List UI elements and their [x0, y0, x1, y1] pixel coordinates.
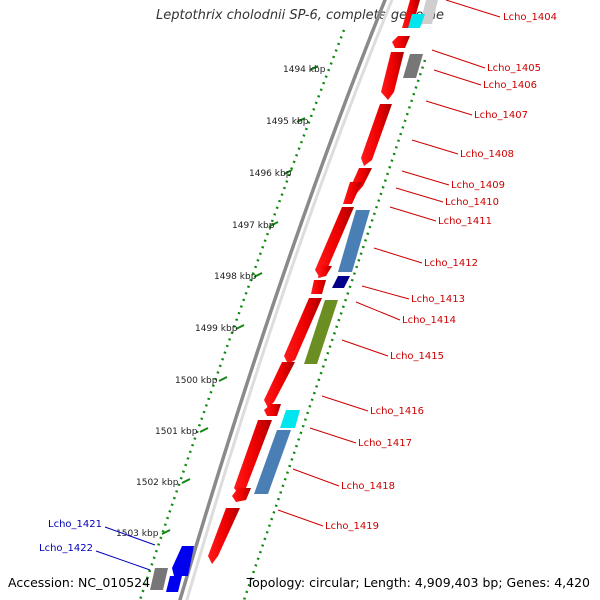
gene-gray-1421	[150, 568, 168, 590]
gene-label-leader	[431, 49, 486, 69]
gene-label-leader	[445, 0, 501, 18]
gene-gray-1406	[403, 54, 423, 78]
gene-label[interactable]: Lcho_1407	[474, 110, 528, 121]
gene-steelblue-1418	[254, 430, 291, 494]
kbp-tick-mark	[199, 427, 209, 433]
gene-lcho-1406	[381, 52, 404, 100]
kbp-tick-label: 1499 kbp	[195, 324, 238, 334]
gene-lcho-1419	[208, 508, 240, 564]
kbp-tick-label: 1495 kbp	[266, 117, 309, 127]
kbp-tick-mark	[283, 169, 293, 175]
gene-lcho-1404	[402, 0, 420, 28]
gene-olive-1415	[304, 300, 338, 364]
kbp-tick-mark	[218, 376, 228, 382]
gene-label-leader	[321, 395, 369, 412]
kbp-tick-mark	[269, 221, 279, 227]
gene-label[interactable]: Lcho_1412	[424, 258, 478, 269]
gene-label[interactable]: Lcho_1419	[325, 521, 379, 532]
gene-label-leaders	[95, 0, 501, 571]
gene-gray-top	[420, 0, 438, 24]
gene-label[interactable]: Lcho_1416	[370, 406, 424, 417]
genome-backbone-outer	[178, 0, 387, 600]
gene-label-leader	[361, 285, 410, 300]
gene-label[interactable]: Lcho_1422	[39, 543, 93, 554]
gene-label[interactable]: Lcho_1417	[358, 438, 412, 449]
kbp-tick-label: 1503 kbp	[116, 529, 159, 539]
reverse-strand-genes	[254, 0, 438, 494]
gene-lcho-1411	[318, 266, 332, 278]
gene-lcho-1418	[232, 488, 251, 502]
gene-lcho-1414	[284, 298, 322, 364]
gene-label[interactable]: Lcho_1410	[445, 197, 499, 208]
gene-labels: Lcho_1404 Lcho_1405 Lcho_1406 Lcho_1407 Lcho…	[39, 12, 557, 554]
accession-text: Accession: NC_010524	[8, 575, 151, 590]
gene-lcho-1415	[264, 362, 295, 408]
gene-label[interactable]: Lcho_1406	[483, 80, 537, 91]
gene-lcho-1407	[361, 104, 392, 166]
topology-text: Topology: circular; Length: 4,909,403 bp…	[246, 575, 590, 590]
gene-label-leader	[411, 139, 459, 155]
gene-lcho-1405	[392, 36, 410, 48]
genome-backbone	[185, 0, 394, 600]
gene-lcho-1410	[315, 207, 354, 278]
gene-label-leader	[395, 187, 444, 203]
kbp-tick-mark	[181, 478, 191, 484]
gene-steelblue-1411	[338, 210, 370, 272]
gene-label[interactable]: Lcho_1413	[411, 294, 465, 305]
gene-label[interactable]: Lcho_1408	[460, 149, 514, 160]
kbp-tick-label: 1501 kbp	[155, 427, 198, 437]
gene-cyan-1417	[280, 410, 300, 428]
gene-blue-1422b	[166, 576, 182, 592]
gene-blue-1422a	[172, 546, 194, 576]
kbp-tick-mark	[296, 117, 306, 123]
gene-label-leader	[104, 526, 156, 546]
forward-strand-genes	[208, 0, 420, 564]
gene-label[interactable]: Lcho_1405	[487, 63, 541, 74]
kbp-tick-mark	[253, 272, 263, 278]
bottom-left-genes	[150, 546, 194, 592]
gene-lcho-1412	[311, 280, 326, 294]
gene-label-leader	[401, 170, 450, 186]
kbp-tick-mark	[235, 324, 245, 330]
gene-label-leader	[433, 69, 482, 86]
gene-label-leader	[292, 468, 340, 487]
gene-label[interactable]: Lcho_1414	[402, 315, 456, 326]
gene-lcho-1417	[234, 420, 272, 496]
gene-label-leader	[389, 206, 437, 222]
gene-label-leader	[277, 509, 324, 527]
gene-label-leader	[309, 427, 357, 444]
map-title: Leptothrix cholodnii SP-6, complete geno…	[0, 8, 600, 23]
gene-label[interactable]: Lcho_1418	[341, 481, 395, 492]
gene-label-leader	[355, 301, 401, 321]
gene-label-leader	[425, 100, 473, 116]
kbp-tick-label: 1500 kbp	[175, 376, 218, 386]
gene-label[interactable]: Lcho_1404	[503, 12, 557, 23]
kbp-tick-label: 1494 kbp	[283, 65, 326, 75]
kbp-tick-mark	[161, 529, 171, 535]
kbp-tick-label: 1502 kbp	[136, 478, 179, 488]
gene-label-leader	[341, 339, 389, 357]
gene-lcho-1409	[343, 182, 362, 204]
kbp-tick-mark	[309, 65, 319, 71]
kbp-tick-label: 1498 kbp	[214, 272, 257, 282]
gene-label[interactable]: Lcho_1421	[48, 519, 102, 530]
gene-lcho-1416	[264, 404, 281, 416]
kbp-tick-label: 1496 kbp	[249, 169, 292, 179]
kbp-tick-label: 1497 kbp	[232, 221, 275, 231]
kbp-tick-labels: 1494 kbp 1495 kbp 1496 kbp 1497 kbp 1498 kbp…	[116, 65, 326, 539]
gene-label[interactable]: Lcho_1411	[438, 216, 492, 227]
gene-label-leader	[373, 247, 423, 264]
gene-label[interactable]: Lcho_1409	[451, 180, 505, 191]
gene-label-leader	[95, 550, 151, 571]
gene-label[interactable]: Lcho_1415	[390, 351, 444, 362]
gene-cyan-1405	[408, 14, 425, 28]
gene-navy-1413	[332, 276, 350, 288]
